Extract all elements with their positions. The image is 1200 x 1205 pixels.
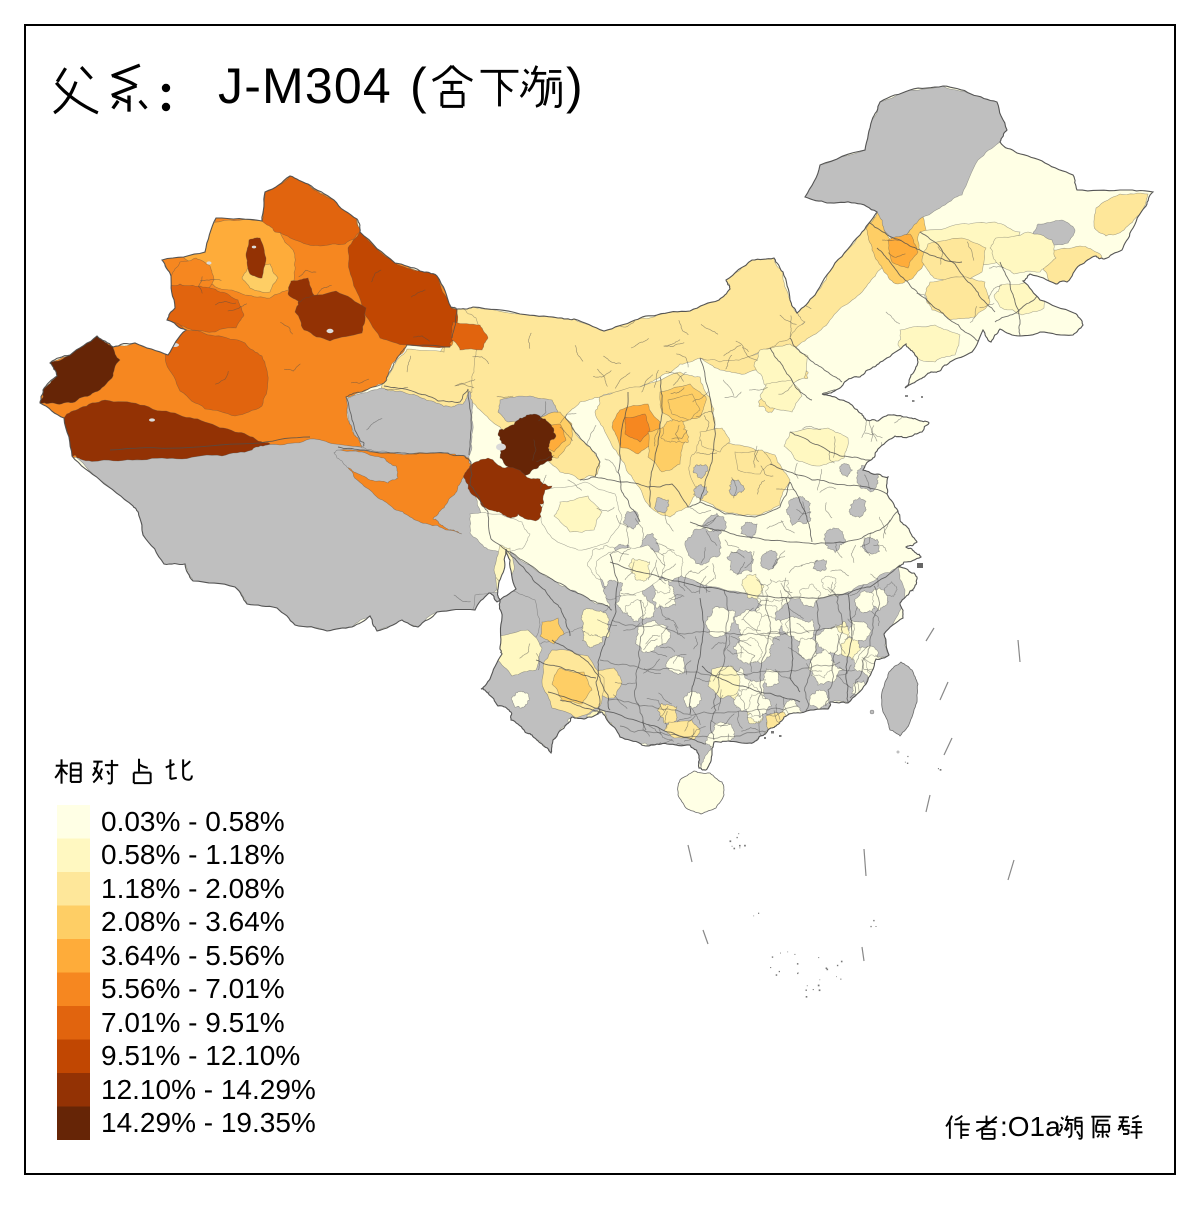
svg-text:J-M304: J-M304 bbox=[218, 58, 392, 114]
svg-text:2.08% - 3.64%: 2.08% - 3.64% bbox=[101, 906, 285, 937]
svg-text:7.01% - 9.51%: 7.01% - 9.51% bbox=[101, 1007, 285, 1038]
svg-text:1.18% - 2.08%: 1.18% - 2.08% bbox=[101, 873, 285, 904]
svg-text:12.10% - 14.29%: 12.10% - 14.29% bbox=[101, 1074, 316, 1105]
svg-text:3.64% - 5.56%: 3.64% - 5.56% bbox=[101, 940, 285, 971]
svg-text:9.51% - 12.10%: 9.51% - 12.10% bbox=[101, 1040, 300, 1071]
svg-text:): ) bbox=[566, 58, 583, 114]
svg-text:14.29% - 19.35%: 14.29% - 19.35% bbox=[101, 1107, 316, 1138]
svg-text::O1a: :O1a bbox=[1000, 1111, 1061, 1142]
svg-text:5.56% - 7.01%: 5.56% - 7.01% bbox=[101, 973, 285, 1004]
svg-text:(: ( bbox=[410, 58, 427, 114]
svg-text:0.58% - 1.18%: 0.58% - 1.18% bbox=[101, 839, 285, 870]
svg-text:0.03% - 0.58%: 0.03% - 0.58% bbox=[101, 806, 285, 837]
